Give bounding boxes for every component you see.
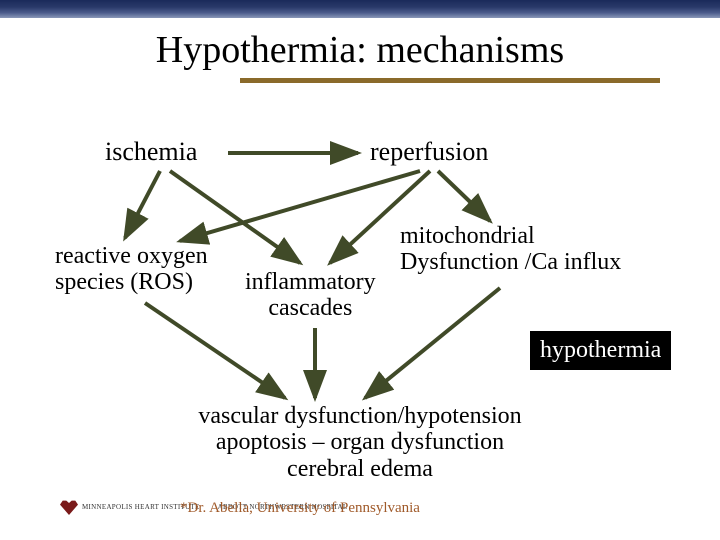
- hypothermia-label: hypothermia: [540, 337, 661, 363]
- inflammatory-line2: cascades: [268, 295, 352, 321]
- top-gradient-bar: [0, 0, 720, 18]
- heart-icon: [60, 499, 78, 515]
- node-mito: mitochondrial Dysfunction /Ca influx: [400, 223, 621, 276]
- node-inflammatory: inflammatory cascades: [245, 269, 376, 322]
- mito-line1: mitochondrial: [400, 223, 535, 249]
- slide-title: Hypothermia: mechanisms: [0, 28, 720, 72]
- node-reperfusion: reperfusion: [370, 138, 488, 167]
- ros-line1: reactive oxygen: [55, 243, 208, 269]
- outcomes-line3: cerebral edema: [287, 456, 433, 482]
- diagram-canvas: ischemia reperfusion reactive oxygen spe…: [0, 83, 720, 523]
- reperfusion-label: reperfusion: [370, 137, 488, 166]
- ros-line2: species (ROS): [55, 269, 193, 295]
- ischemia-label: ischemia: [105, 137, 197, 166]
- node-hypothermia: hypothermia: [530, 331, 671, 370]
- node-outcomes: vascular dysfunction/hypotension apoptos…: [140, 403, 580, 482]
- inflammatory-line1: inflammatory: [245, 269, 376, 295]
- mito-line2: Dysfunction /Ca influx: [400, 249, 621, 275]
- outcomes-line2: apoptosis – organ dysfunction: [216, 429, 504, 455]
- footer-credit: *Dr. Abella, University of Pennsylvania: [180, 500, 420, 517]
- logo-mhi: MINNEAPOLIS HEART INSTITUTE: [60, 499, 200, 515]
- outcomes-line1: vascular dysfunction/hypotension: [198, 403, 521, 429]
- node-ros: reactive oxygen species (ROS): [55, 243, 208, 296]
- node-ischemia: ischemia: [105, 138, 197, 167]
